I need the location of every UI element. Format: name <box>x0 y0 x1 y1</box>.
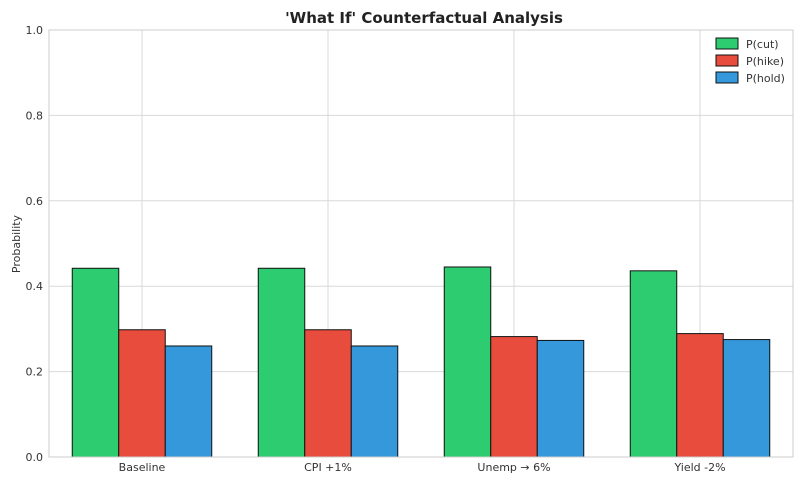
legend-swatch <box>715 37 739 50</box>
legend: P(cut) P(hike) P(hold) <box>715 37 785 85</box>
x-ticks: Baseline CPI +1% Unemp → 6% Yield -2% <box>119 461 726 474</box>
x-tick-label: Unemp → 6% <box>477 461 550 474</box>
legend-label: P(hold) <box>746 72 785 85</box>
chart-title: 'What If' Counterfactual Analysis <box>285 9 563 27</box>
y-tick-label: 0.6 <box>26 195 44 208</box>
bar-phold-1 <box>350 345 399 458</box>
legend-label: P(cut) <box>746 38 779 51</box>
bar-phike-3 <box>676 333 724 458</box>
y-tick-label: 1.0 <box>26 24 44 37</box>
legend-swatch <box>715 54 739 67</box>
bar-phike-0 <box>118 329 166 458</box>
y-tick-label: 0.2 <box>26 366 44 379</box>
x-tick-label: CPI +1% <box>304 461 352 474</box>
y-tick-label: 0.8 <box>26 109 44 122</box>
bar-pcut-3 <box>629 270 678 458</box>
bar-pcut-2 <box>443 266 492 458</box>
y-tick-label: 0.4 <box>26 280 44 293</box>
y-ticks: 0.0 0.2 0.4 0.6 0.8 1.0 <box>26 24 44 464</box>
x-tick-label: Baseline <box>119 461 166 474</box>
bar-phold-0 <box>164 345 213 458</box>
y-tick-label: 0.0 <box>26 451 44 464</box>
bar-phold-2 <box>536 339 585 458</box>
plot-frame <box>48 29 794 458</box>
x-tick-label: Yield -2% <box>673 461 725 474</box>
bar-pcut-1 <box>257 267 306 458</box>
bars-layer <box>71 266 771 458</box>
legend-swatch <box>715 71 739 84</box>
legend-label: P(hike) <box>746 55 784 68</box>
bar-phold-3 <box>722 339 771 458</box>
bar-pcut-0 <box>71 267 120 458</box>
bar-phike-2 <box>490 336 538 458</box>
bar-phike-1 <box>304 329 352 458</box>
y-axis-label: Probability <box>10 214 23 273</box>
